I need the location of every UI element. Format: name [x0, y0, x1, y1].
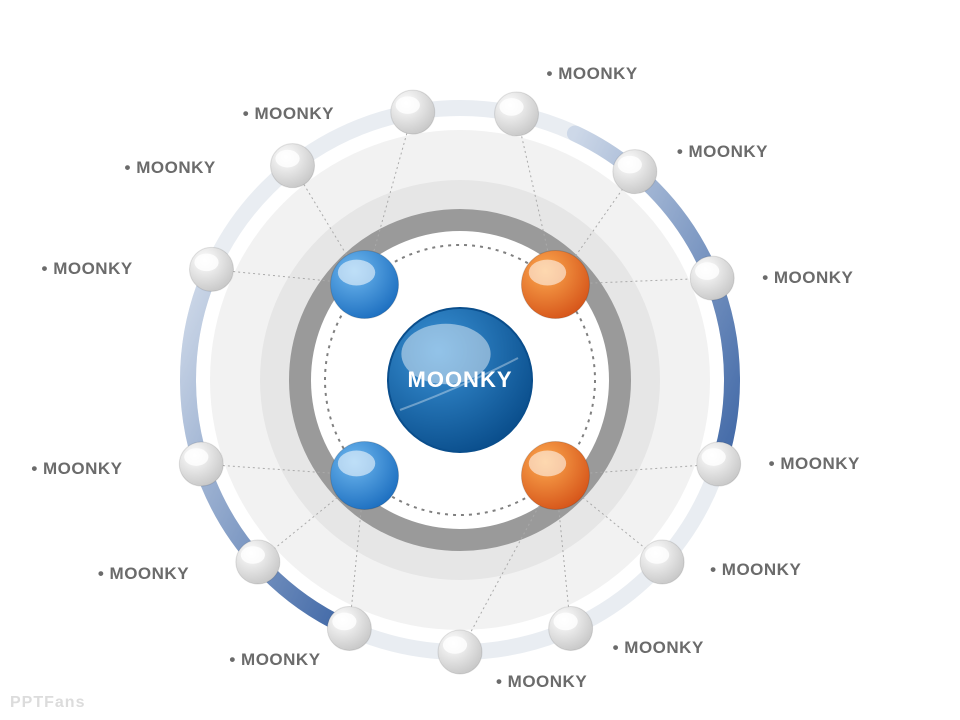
outer-node-label: • MOONKY [677, 142, 768, 162]
outer-node-label: • MOONKY [229, 650, 320, 670]
outer-node-label: • MOONKY [547, 64, 638, 84]
outer-node-highlight [396, 96, 420, 114]
outer-node-highlight [184, 448, 208, 466]
outer-node-highlight [695, 262, 719, 280]
outer-node-label: • MOONKY [98, 564, 189, 584]
outer-node-label: • MOONKY [243, 104, 334, 124]
outer-node-highlight [275, 150, 299, 168]
mid-node-highlight [529, 451, 566, 477]
mid-node-orange [521, 251, 589, 319]
outer-node-label: • MOONKY [31, 459, 122, 479]
outer-node-highlight [332, 613, 356, 631]
mid-node-orange [521, 441, 589, 509]
outer-node-label: • MOONKY [125, 158, 216, 178]
mid-node-blue [331, 441, 399, 509]
mid-node-blue [331, 251, 399, 319]
watermark: PPTFans [10, 694, 85, 712]
outer-node-highlight [554, 613, 578, 631]
outer-node-highlight [499, 98, 523, 116]
outer-node-label: • MOONKY [762, 268, 853, 288]
outer-node-label: • MOONKY [613, 638, 704, 658]
mid-node-highlight [338, 451, 375, 477]
diagram-svg [0, 0, 960, 720]
mid-node-highlight [338, 260, 375, 286]
outer-node-highlight [194, 254, 218, 272]
outer-node-highlight [443, 636, 467, 654]
diagram-stage: • MOONKY • MOONKY • MOONKY • MOONKY • MOONKY… [0, 0, 960, 720]
outer-node-label: • MOONKY [42, 259, 133, 279]
center-node-label: MOONKY [408, 367, 513, 393]
outer-node-highlight [702, 448, 726, 466]
outer-node-label: • MOONKY [769, 454, 860, 474]
outer-node-label: • MOONKY [710, 560, 801, 580]
mid-node-highlight [529, 260, 566, 286]
outer-node-highlight [645, 546, 669, 564]
outer-node-highlight [618, 156, 642, 174]
outer-node-label: • MOONKY [496, 672, 587, 692]
outer-node-highlight [241, 546, 265, 564]
